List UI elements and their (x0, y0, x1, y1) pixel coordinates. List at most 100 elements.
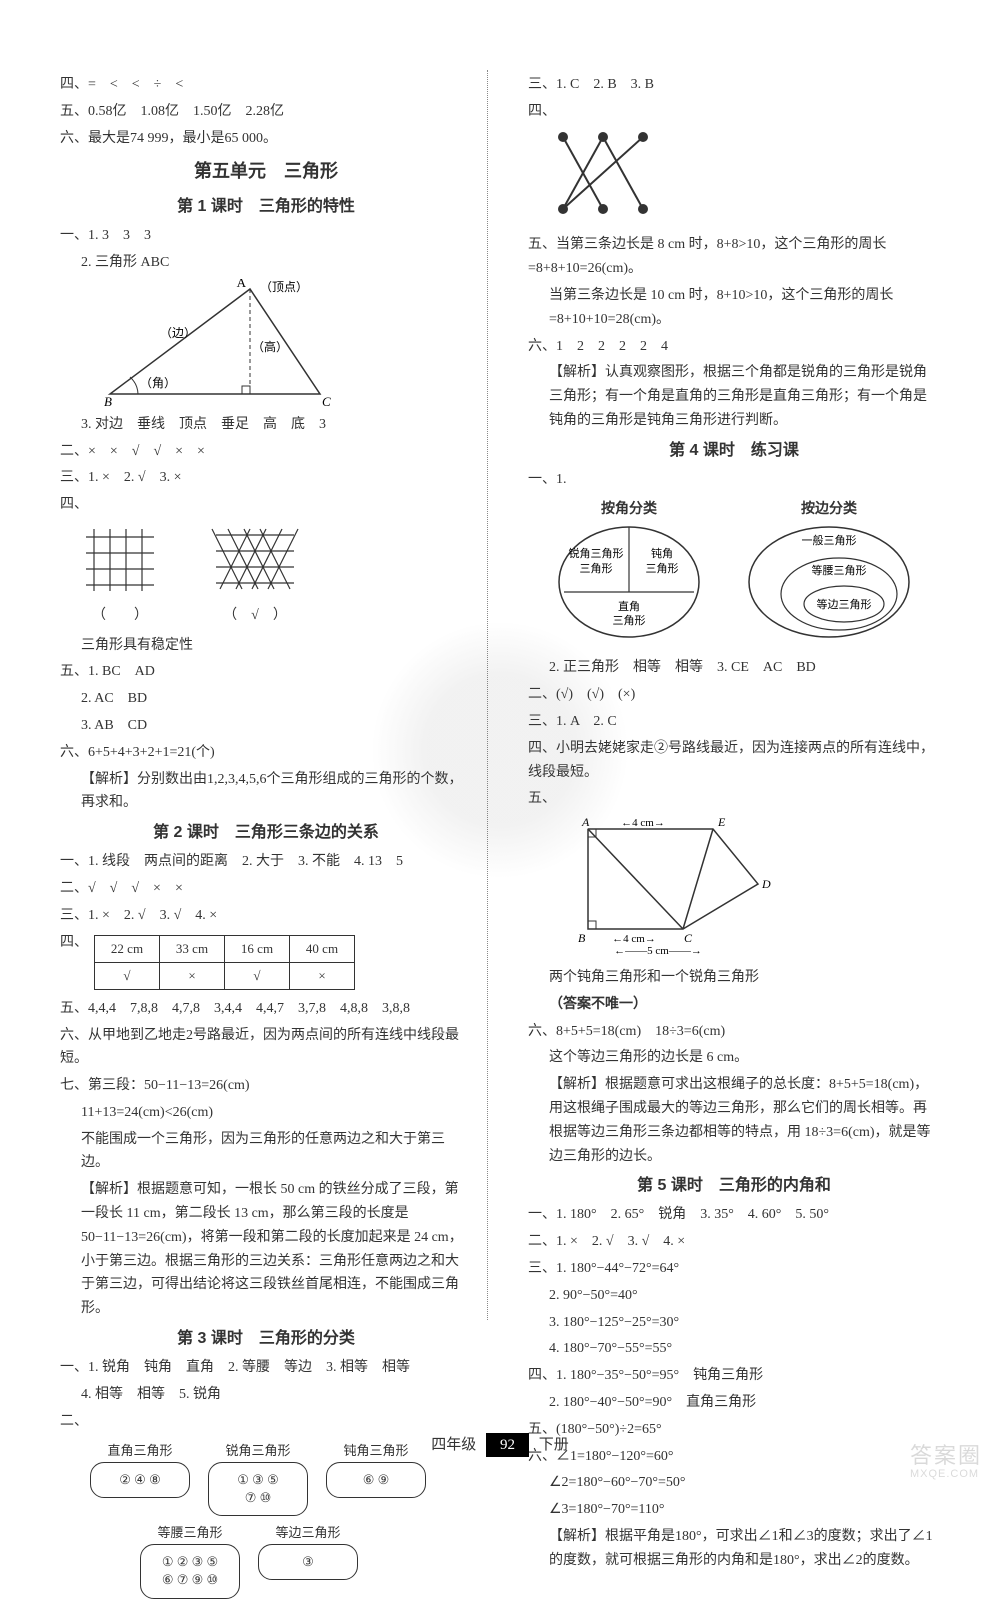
text: 六、6+5+4+3+2+1=21(个) (60, 741, 472, 765)
svg-text:（角）: （角） (140, 376, 176, 390)
grid-triangle (210, 523, 300, 595)
cell: 22 cm (95, 935, 160, 962)
venn-angle: 锐角三角形 三角形 钝角 三角形 直角 三角形 (554, 522, 704, 642)
text: ∠2=180°−60°−70°=50° (528, 1471, 940, 1495)
analysis: 【解析】根据平角是180°，可求出∠1和∠3的度数；求出了∠1的度数，就可根据三… (528, 1525, 940, 1573)
text: 五、当第三条边长是 8 cm 时，8+8>10，这个三角形的周长=8+8+10=… (528, 233, 940, 281)
text: 五、0.58亿 1.08亿 1.50亿 2.28亿 (60, 100, 472, 124)
svg-text:←4 cm→: ←4 cm→ (612, 933, 656, 945)
label: （ ） (80, 604, 160, 628)
svg-text:C: C (322, 394, 331, 409)
text: 2. 90°−50°=40° (528, 1284, 940, 1308)
text: 二、1. × 2. √ 3. √ 4. × (528, 1230, 940, 1254)
text: 3. 对边 垂线 顶点 垂足 高 底 3 (60, 413, 472, 437)
box: ③ (258, 1544, 358, 1580)
text: 六、从甲地到乙地走2号路最近，因为两点间的所有连线中线段最短。 (60, 1024, 472, 1072)
analysis: 【解析】根据题意可求出这根绳子的总长度：8+5+5=18(cm)，用这根绳子围成… (528, 1073, 940, 1168)
matching-diagram (548, 127, 668, 222)
text: 一、1. (528, 468, 940, 492)
box: ⑥ ⑨ (326, 1462, 426, 1498)
brand-name: 答案圈 (910, 1444, 982, 1468)
text: 六、最大是74 999，最小是65 000。 (60, 127, 472, 151)
brand-watermark: 答案圈 MXQE.COM (910, 1444, 982, 1480)
lesson-title-4: 第 4 课时 练习课 (528, 437, 940, 464)
label: 等边三角形 (258, 1522, 358, 1544)
label: 四、 (60, 931, 88, 955)
text: 11+13=24(cm)<26(cm) (60, 1101, 472, 1125)
pentagon-diagram: A E D C B ←4 cm→ ←4 cm→ ←——5 cm——→ (558, 814, 778, 954)
svg-text:D: D (761, 877, 771, 891)
text: 三、1. A 2. C (528, 710, 940, 734)
svg-text:A: A (237, 279, 247, 290)
svg-text:C: C (684, 931, 693, 945)
text: 六、1 2 2 2 2 4 (528, 335, 940, 359)
text: 五、 (528, 787, 940, 811)
venn-diagrams: 按角分类 锐角三角形 三角形 钝角 三角形 直角 三角形 按边分类 (528, 498, 940, 651)
grid-square (80, 523, 160, 595)
text: 3. 180°−125°−25°=30° (528, 1311, 940, 1335)
svg-text:←——5 cm——→: ←——5 cm——→ (614, 945, 702, 954)
label: （ √ ） (210, 604, 300, 628)
svg-text:B: B (578, 931, 586, 945)
svg-text:A: A (581, 815, 590, 829)
text: 一、1. 3 3 3 (60, 224, 472, 248)
grade: 四年级 (431, 1437, 476, 1453)
svg-text:B: B (104, 394, 112, 409)
svg-text:三角形: 三角形 (646, 562, 679, 575)
venn-side: 一般三角形 等腰三角形 等边三角形 (744, 522, 914, 642)
text: 2. 180°−40°−50°=90° 直角三角形 (528, 1391, 940, 1415)
page-content: 四、= < < ÷ < 五、0.58亿 1.08亿 1.50亿 2.28亿 六、… (0, 0, 1000, 1380)
text: （答案不唯一） (528, 993, 940, 1017)
venn-title: 按角分类 (554, 498, 704, 522)
cell: × (290, 962, 355, 989)
lesson-title-3: 第 3 课时 三角形的分类 (60, 1325, 472, 1352)
text: 七、第三段：50−11−13=26(cm) (60, 1074, 472, 1098)
svg-text:等腰三角形: 等腰三角形 (812, 563, 867, 577)
text: 2. AC BD (60, 687, 472, 711)
text: 2. 正三角形 相等 相等 3. CE AC BD (528, 656, 940, 680)
box: ② ④ ⑧ (90, 1462, 190, 1498)
page-number: 92 (486, 1433, 529, 1457)
svg-text:三角形: 三角形 (613, 614, 646, 627)
svg-text:等边三角形: 等边三角形 (817, 597, 872, 611)
svg-text:一般三角形: 一般三角形 (802, 534, 857, 547)
text: 二、√ √ √ × × (60, 877, 472, 901)
text: 一、1. 180° 2. 65° 锐角 3. 35° 4. 60° 5. 50° (528, 1203, 940, 1227)
text: 六、8+5+5=18(cm) 18÷3=6(cm) (528, 1020, 940, 1044)
text: 五、4,4,4 7,8,8 4,7,8 3,4,4 4,4,7 3,7,8 4,… (60, 997, 472, 1021)
lesson-title-2: 第 2 课时 三角形三条边的关系 (60, 819, 472, 846)
svg-text:←4 cm→: ←4 cm→ (621, 817, 665, 829)
svg-text:三角形: 三角形 (580, 562, 613, 575)
text: 3. AB CD (60, 714, 472, 738)
cell: × (160, 962, 225, 989)
text: 五、1. BC AD (60, 660, 472, 684)
lesson-title-1: 第 1 课时 三角形的特性 (60, 193, 472, 220)
svg-text:（顶点）: （顶点） (260, 280, 308, 294)
cell: 16 cm (225, 935, 290, 962)
cell: 40 cm (290, 935, 355, 962)
analysis: 【解析】根据题意可知，一根长 50 cm 的铁丝分成了三段，第一段长 11 cm… (60, 1178, 472, 1321)
term: 下册 (539, 1437, 569, 1453)
right-column: 三、1. C 2. B 3. B 四、 五、当第三条边长是 8 cm 时，8+8… (518, 70, 940, 1320)
text: 不能围成一个三角形，因为三角形的任意两边之和大于第三边。 (60, 1128, 472, 1176)
text: 三、1. 180°−44°−72°=64° (528, 1257, 940, 1281)
text: 两个钝角三角形和一个锐角三角形 (528, 966, 940, 990)
text: 一、1. 线段 两点间的距离 2. 大于 3. 不能 4. 13 5 (60, 850, 472, 874)
text: 二、(√) (√) (×) (528, 683, 940, 707)
label: 等腰三角形 (140, 1522, 240, 1544)
svg-text:锐角三角形: 锐角三角形 (569, 546, 624, 560)
analysis: 【解析】认真观察图形，根据三个角都是锐角的三角形是锐角三角形；有一个角是直角的三… (528, 361, 940, 432)
text: 三、1. × 2. √ 3. × (60, 466, 472, 490)
brand-url: MXQE.COM (910, 1468, 982, 1480)
cell: √ (95, 962, 160, 989)
lesson-title-5: 第 5 课时 三角形的内角和 (528, 1172, 940, 1199)
text: 四、= < < ÷ < (60, 73, 472, 97)
text: 三、1. × 2. √ 3. √ 4. × (60, 904, 472, 928)
text: 4. 180°−70°−55°=55° (528, 1337, 940, 1361)
svg-text:（高）: （高） (252, 339, 288, 354)
triangle-diagram: A （顶点） （边） （高） （角） B C (90, 279, 350, 409)
text: 四、小明去姥姥家走②号路线最近，因为连接两点的所有连线中，线段最短。 (528, 737, 940, 785)
venn-title: 按边分类 (744, 498, 914, 522)
text: 四、1. 180°−35°−50°=95° 钝角三角形 (528, 1364, 940, 1388)
text: 三、1. C 2. B 3. B (528, 73, 940, 97)
